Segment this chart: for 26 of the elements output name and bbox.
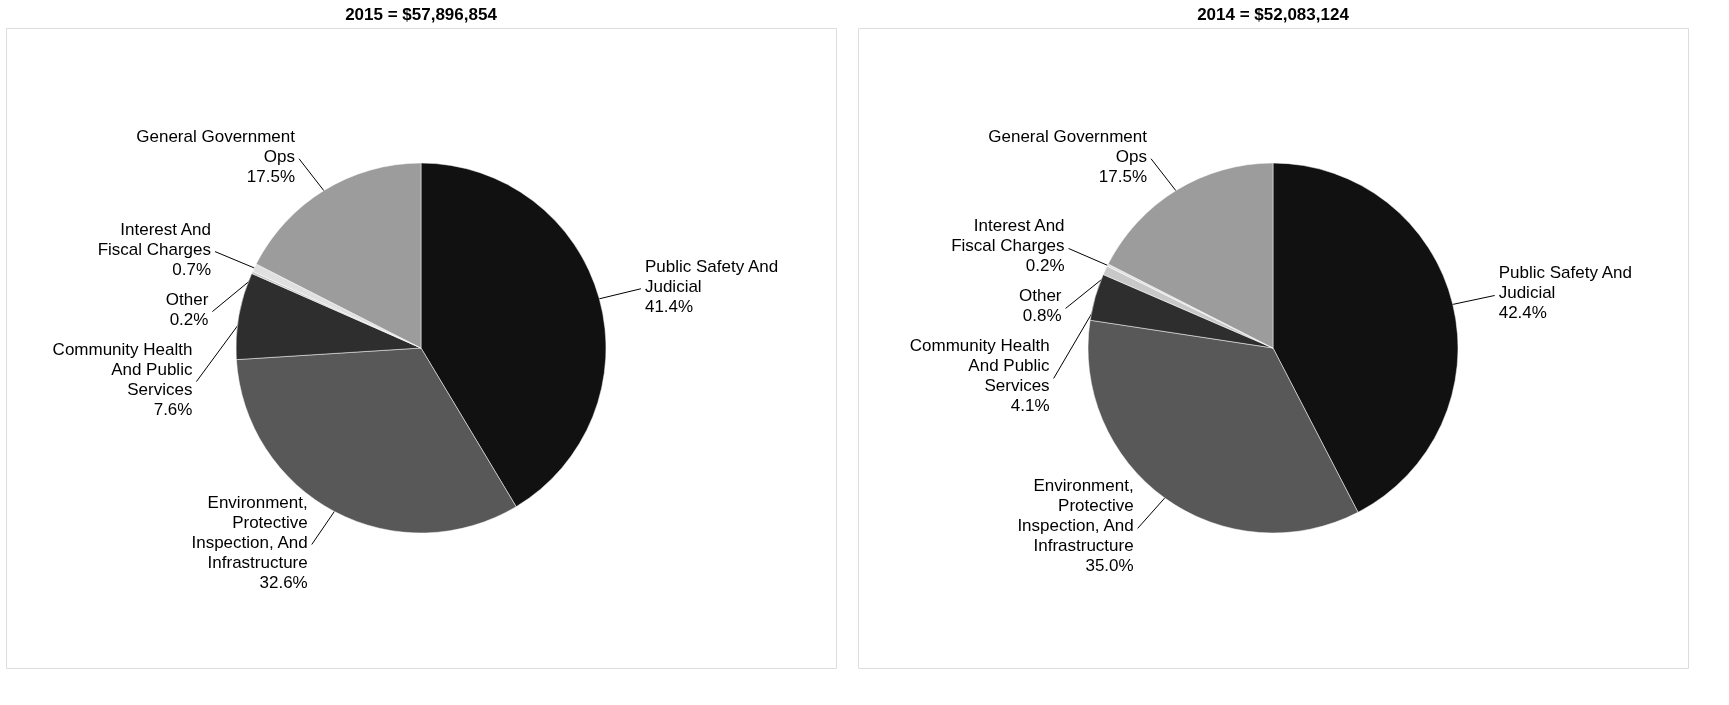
slice-label: Other: [165, 289, 209, 309]
chart-title: 2014 = $52,083,124: [1197, 5, 1350, 24]
slice-label: Interest And Fiscal Charges: [97, 219, 212, 259]
slice-label: Environment, Protective Inspection, And Infrastructure: [1017, 476, 1134, 556]
data-label: 0.2%: [1025, 256, 1065, 276]
slice-label: Environment, Protective Inspection, And Infrastructure: [191, 492, 308, 572]
data-label: 17.5%: [1098, 166, 1148, 186]
slice-label: General Government Ops: [988, 126, 1148, 166]
data-label: 17.5%: [246, 166, 296, 186]
slice-label: Interest And Fiscal Charges: [951, 216, 1065, 256]
slice-label: Public Safety And Judicial: [1498, 263, 1632, 303]
data-label: 35.0%: [1085, 556, 1134, 576]
data-label: 42.4%: [1498, 303, 1547, 323]
data-label: 0.8%: [1022, 306, 1062, 326]
slice-label: General Government Ops: [136, 126, 296, 166]
slice-label: Community Health And Public Services: [52, 339, 193, 399]
slice-label: Public Safety And Judicial: [644, 256, 779, 296]
data-label: 7.6%: [153, 399, 193, 419]
slice-label: Community Health And Public Services: [909, 336, 1051, 396]
data-label: 32.6%: [259, 572, 308, 592]
data-label: 4.1%: [1010, 396, 1050, 416]
data-label: 0.2%: [169, 309, 209, 329]
chart-title: 2015 = $57,896,854: [345, 5, 498, 24]
data-label: 0.7%: [172, 259, 212, 279]
slice-label: Other: [1019, 286, 1062, 306]
data-label: 41.4%: [644, 296, 694, 316]
